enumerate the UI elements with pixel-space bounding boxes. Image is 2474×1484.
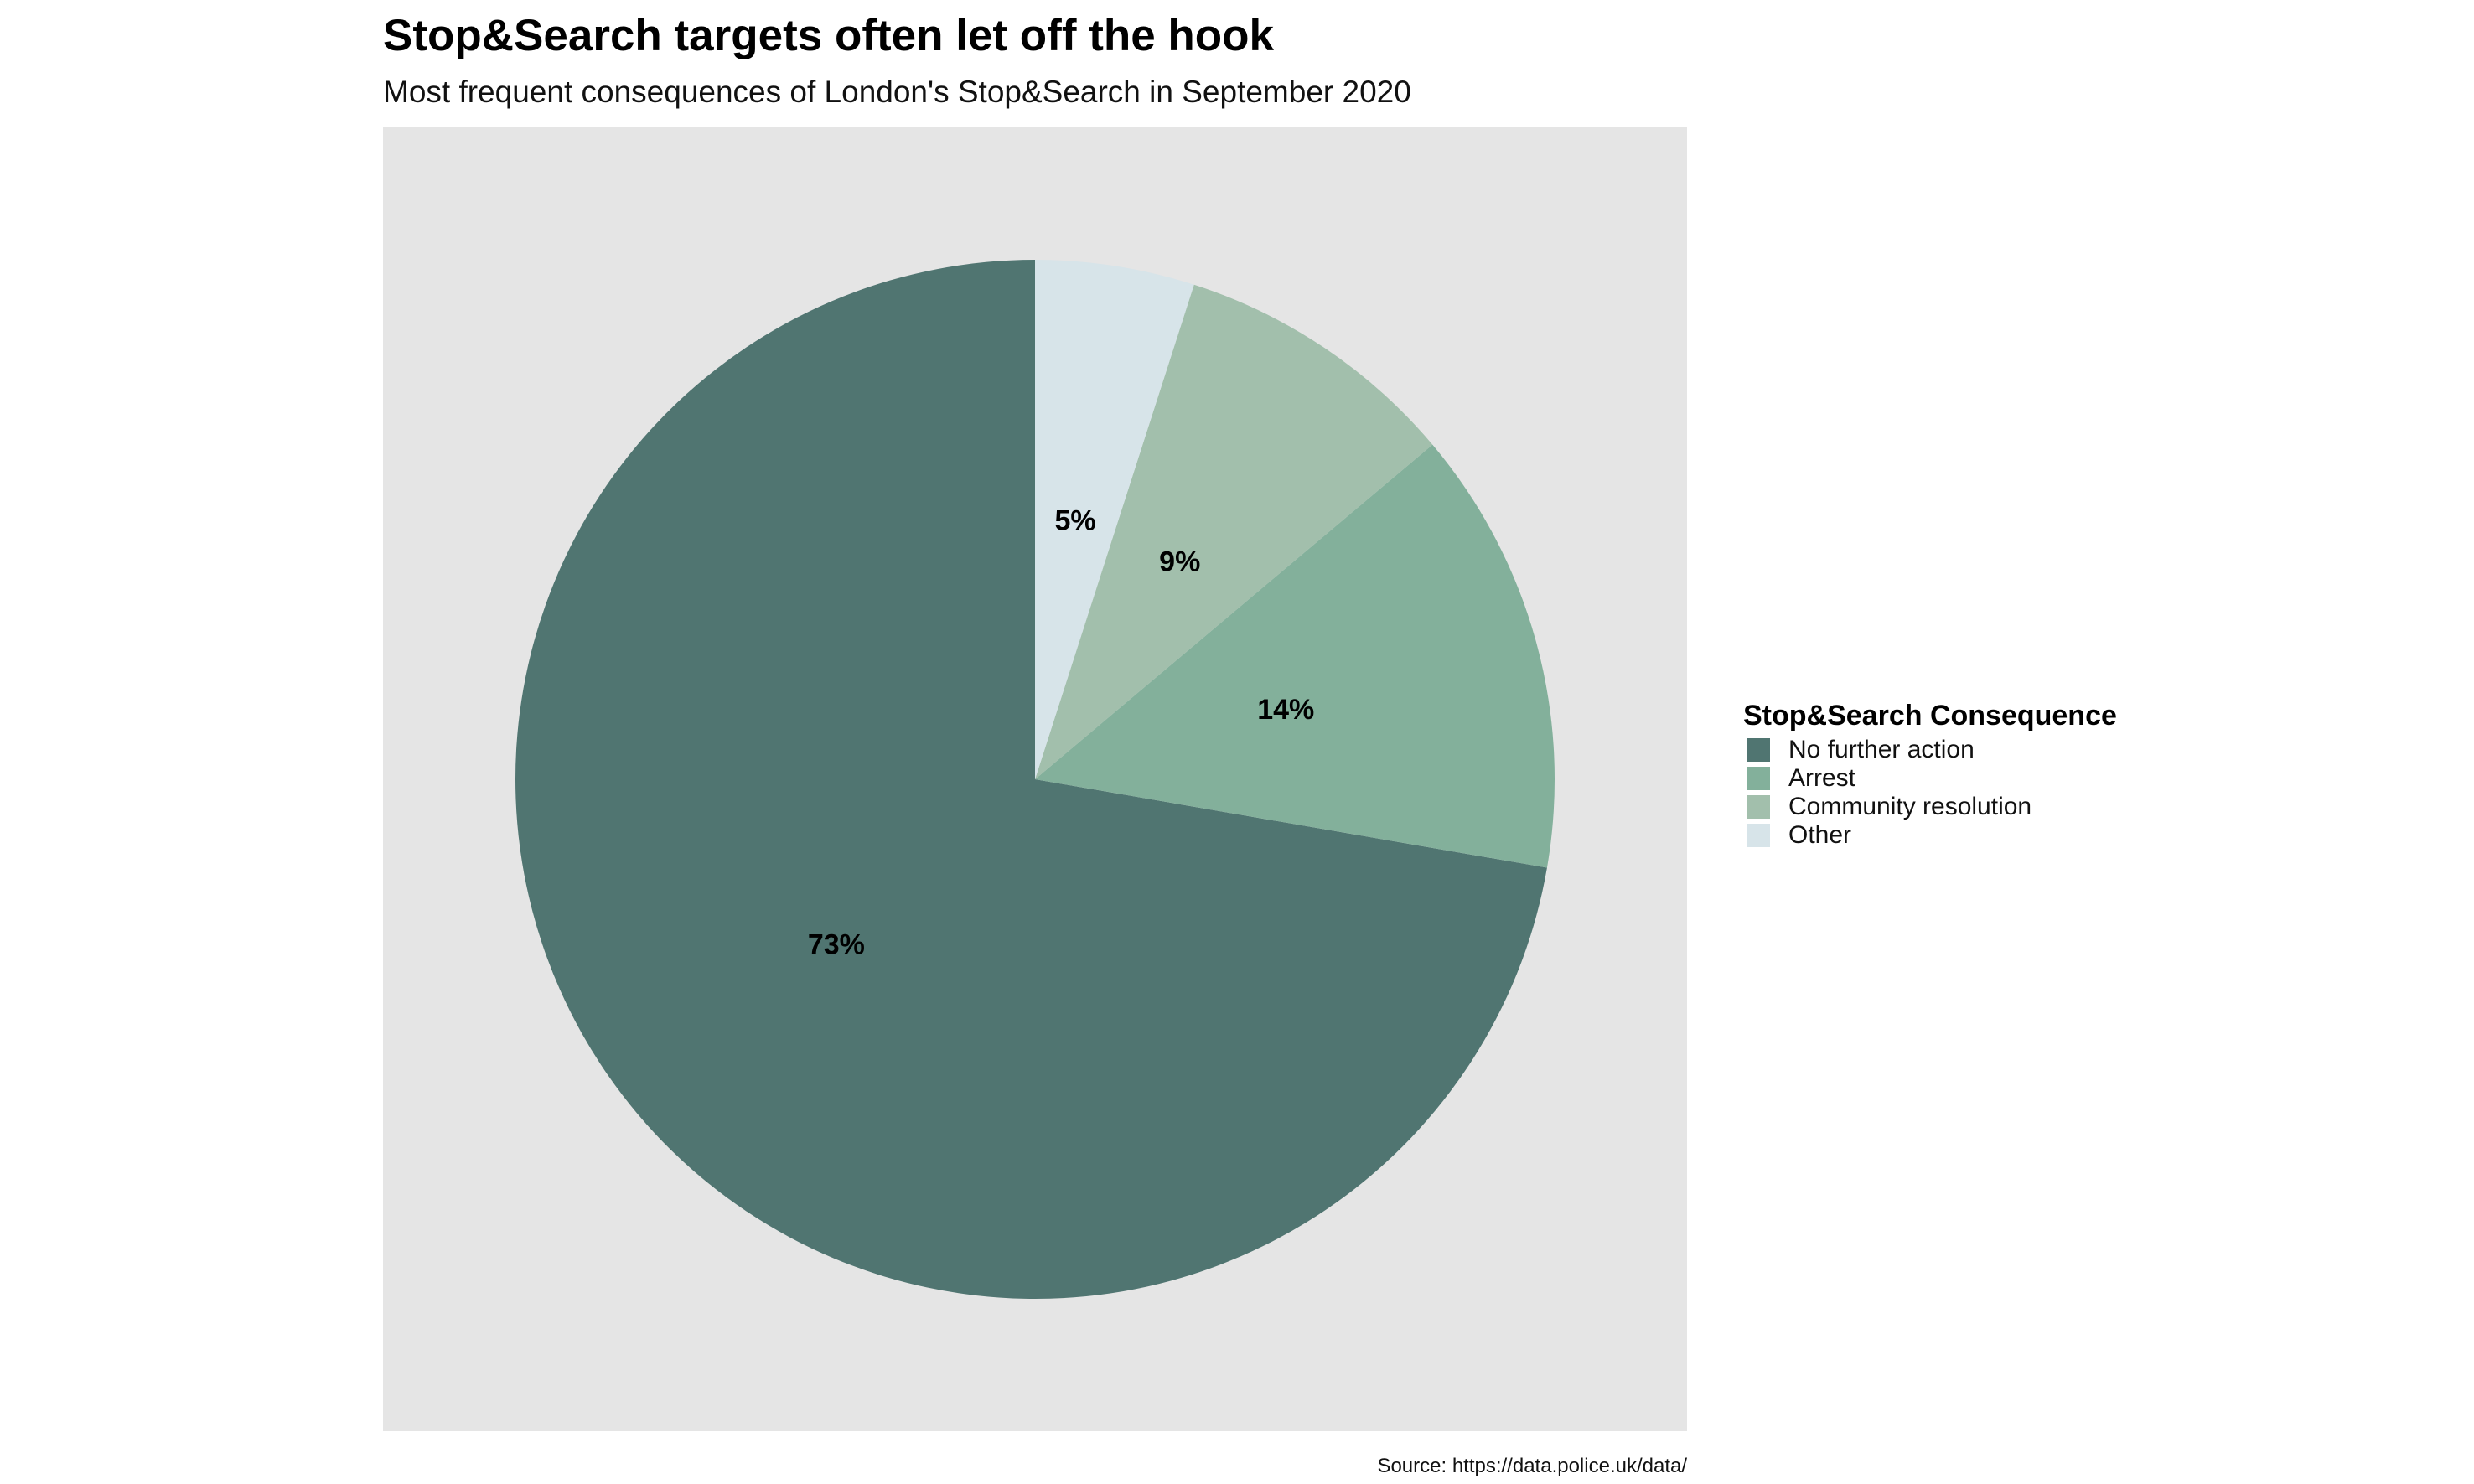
- legend-item: No further action: [1743, 736, 2430, 764]
- chart-title: Stop&Search targets often let off the ho…: [383, 11, 1275, 60]
- legend-item: Other: [1743, 821, 2430, 850]
- legend-swatch: [1747, 767, 1770, 790]
- plot-panel: 73% 14% 9% 5%: [383, 127, 1687, 1431]
- pie-slice-arrest: [1035, 444, 1555, 868]
- legend: Stop&Search Consequence No further actio…: [1743, 695, 2430, 850]
- legend-title: Stop&Search Consequence: [1743, 700, 2117, 732]
- legend-label: Other: [1788, 821, 1852, 849]
- legend-items: No further action Arrest Community resolut…: [1743, 736, 2430, 850]
- pie-slices: [515, 260, 1555, 1299]
- pie-slice-other: [1035, 260, 1194, 779]
- legend-label: Arrest: [1788, 764, 1856, 792]
- pie-label-community-resolution: 9%: [1159, 546, 1200, 578]
- pie-label-no-further-action: 73%: [808, 929, 865, 961]
- pie-label-other: 5%: [1054, 505, 1095, 537]
- legend-swatch: [1747, 824, 1770, 847]
- pie-label-arrest: 14%: [1257, 694, 1314, 726]
- legend-swatch: [1747, 795, 1770, 819]
- legend-item: Arrest: [1743, 764, 2430, 793]
- pie-chart: 73% 14% 9% 5%: [515, 260, 1555, 1299]
- legend-label: Community resolution: [1788, 793, 2032, 820]
- legend-swatch: [1747, 738, 1770, 762]
- legend-item: Community resolution: [1743, 793, 2430, 821]
- legend-label: No further action: [1788, 736, 1975, 763]
- pie-slice-no-further-action: [515, 260, 1547, 1299]
- pie-slice-community-resolution: [1035, 284, 1433, 779]
- pie-labels: 73% 14% 9% 5%: [808, 505, 1314, 961]
- chart-subtitle: Most frequent consequences of London's S…: [383, 75, 1411, 109]
- source-caption: Source: https://data.police.uk/data/: [1377, 1455, 1687, 1477]
